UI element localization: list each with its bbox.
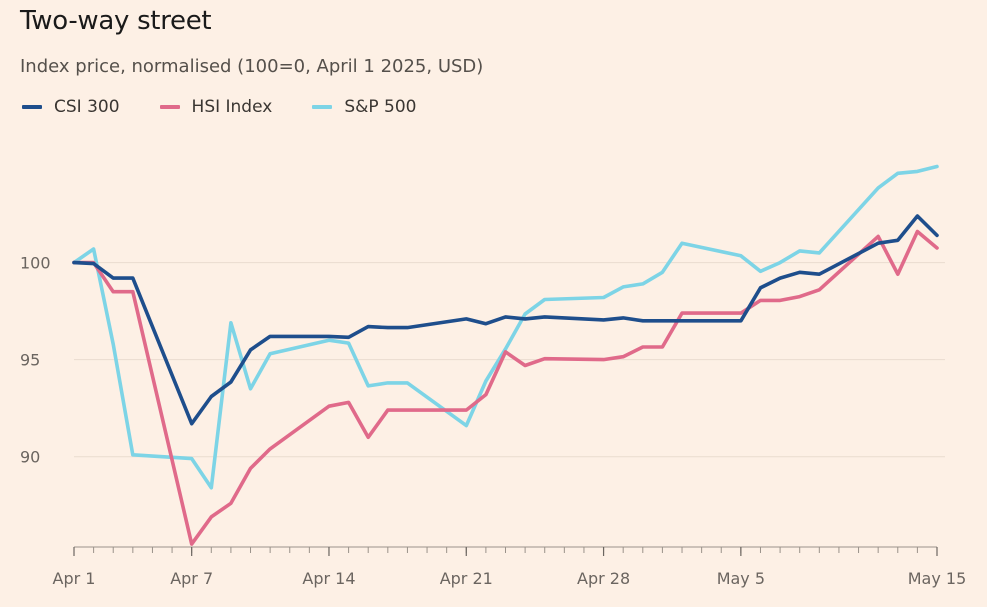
series-line-csi-300 [72,214,939,426]
legend-item-csi300: CSI 300 [22,97,120,117]
series-line-s-p-500 [72,164,939,490]
x-tick-label: Apr 21 [440,569,493,588]
legend-swatch-csi300 [22,105,42,109]
legend-swatch-sp500 [312,105,333,109]
series-line-hsi-index [72,229,939,546]
legend-label-csi300: CSI 300 [54,97,120,117]
x-tick-label: Apr 28 [577,569,630,588]
x-tick-label: Apr 7 [170,569,213,588]
y-tick-label: 95 [20,351,40,370]
gridlines [74,262,945,458]
y-tick-label: 100 [20,254,51,273]
legend-label-hsi: HSI Index [191,97,273,117]
x-axis: Apr 1 Apr 7 Apr 14 Apr 21 Apr 28 May 5 May 15 [53,546,967,588]
y-axis: 90 95 100 [20,254,51,467]
x-tick-label: May 15 [908,569,967,588]
x-tick-label: Apr 1 [53,569,96,588]
chart-title: Two-way street [20,6,212,36]
legend: CSI 300 HSI Index S&P 500 [22,97,456,117]
x-tick-label: Apr 14 [302,569,355,588]
y-tick-label: 90 [20,448,40,467]
chart-subtitle: Index price, normalised (100=0, April 1 … [20,56,484,77]
legend-swatch-hsi [159,105,180,109]
legend-item-hsi: HSI Index [159,97,273,117]
x-tick-label: May 5 [717,569,765,588]
legend-label-sp500: S&P 500 [344,97,417,117]
legend-item-sp500: S&P 500 [312,97,416,117]
series-lines [72,164,939,546]
